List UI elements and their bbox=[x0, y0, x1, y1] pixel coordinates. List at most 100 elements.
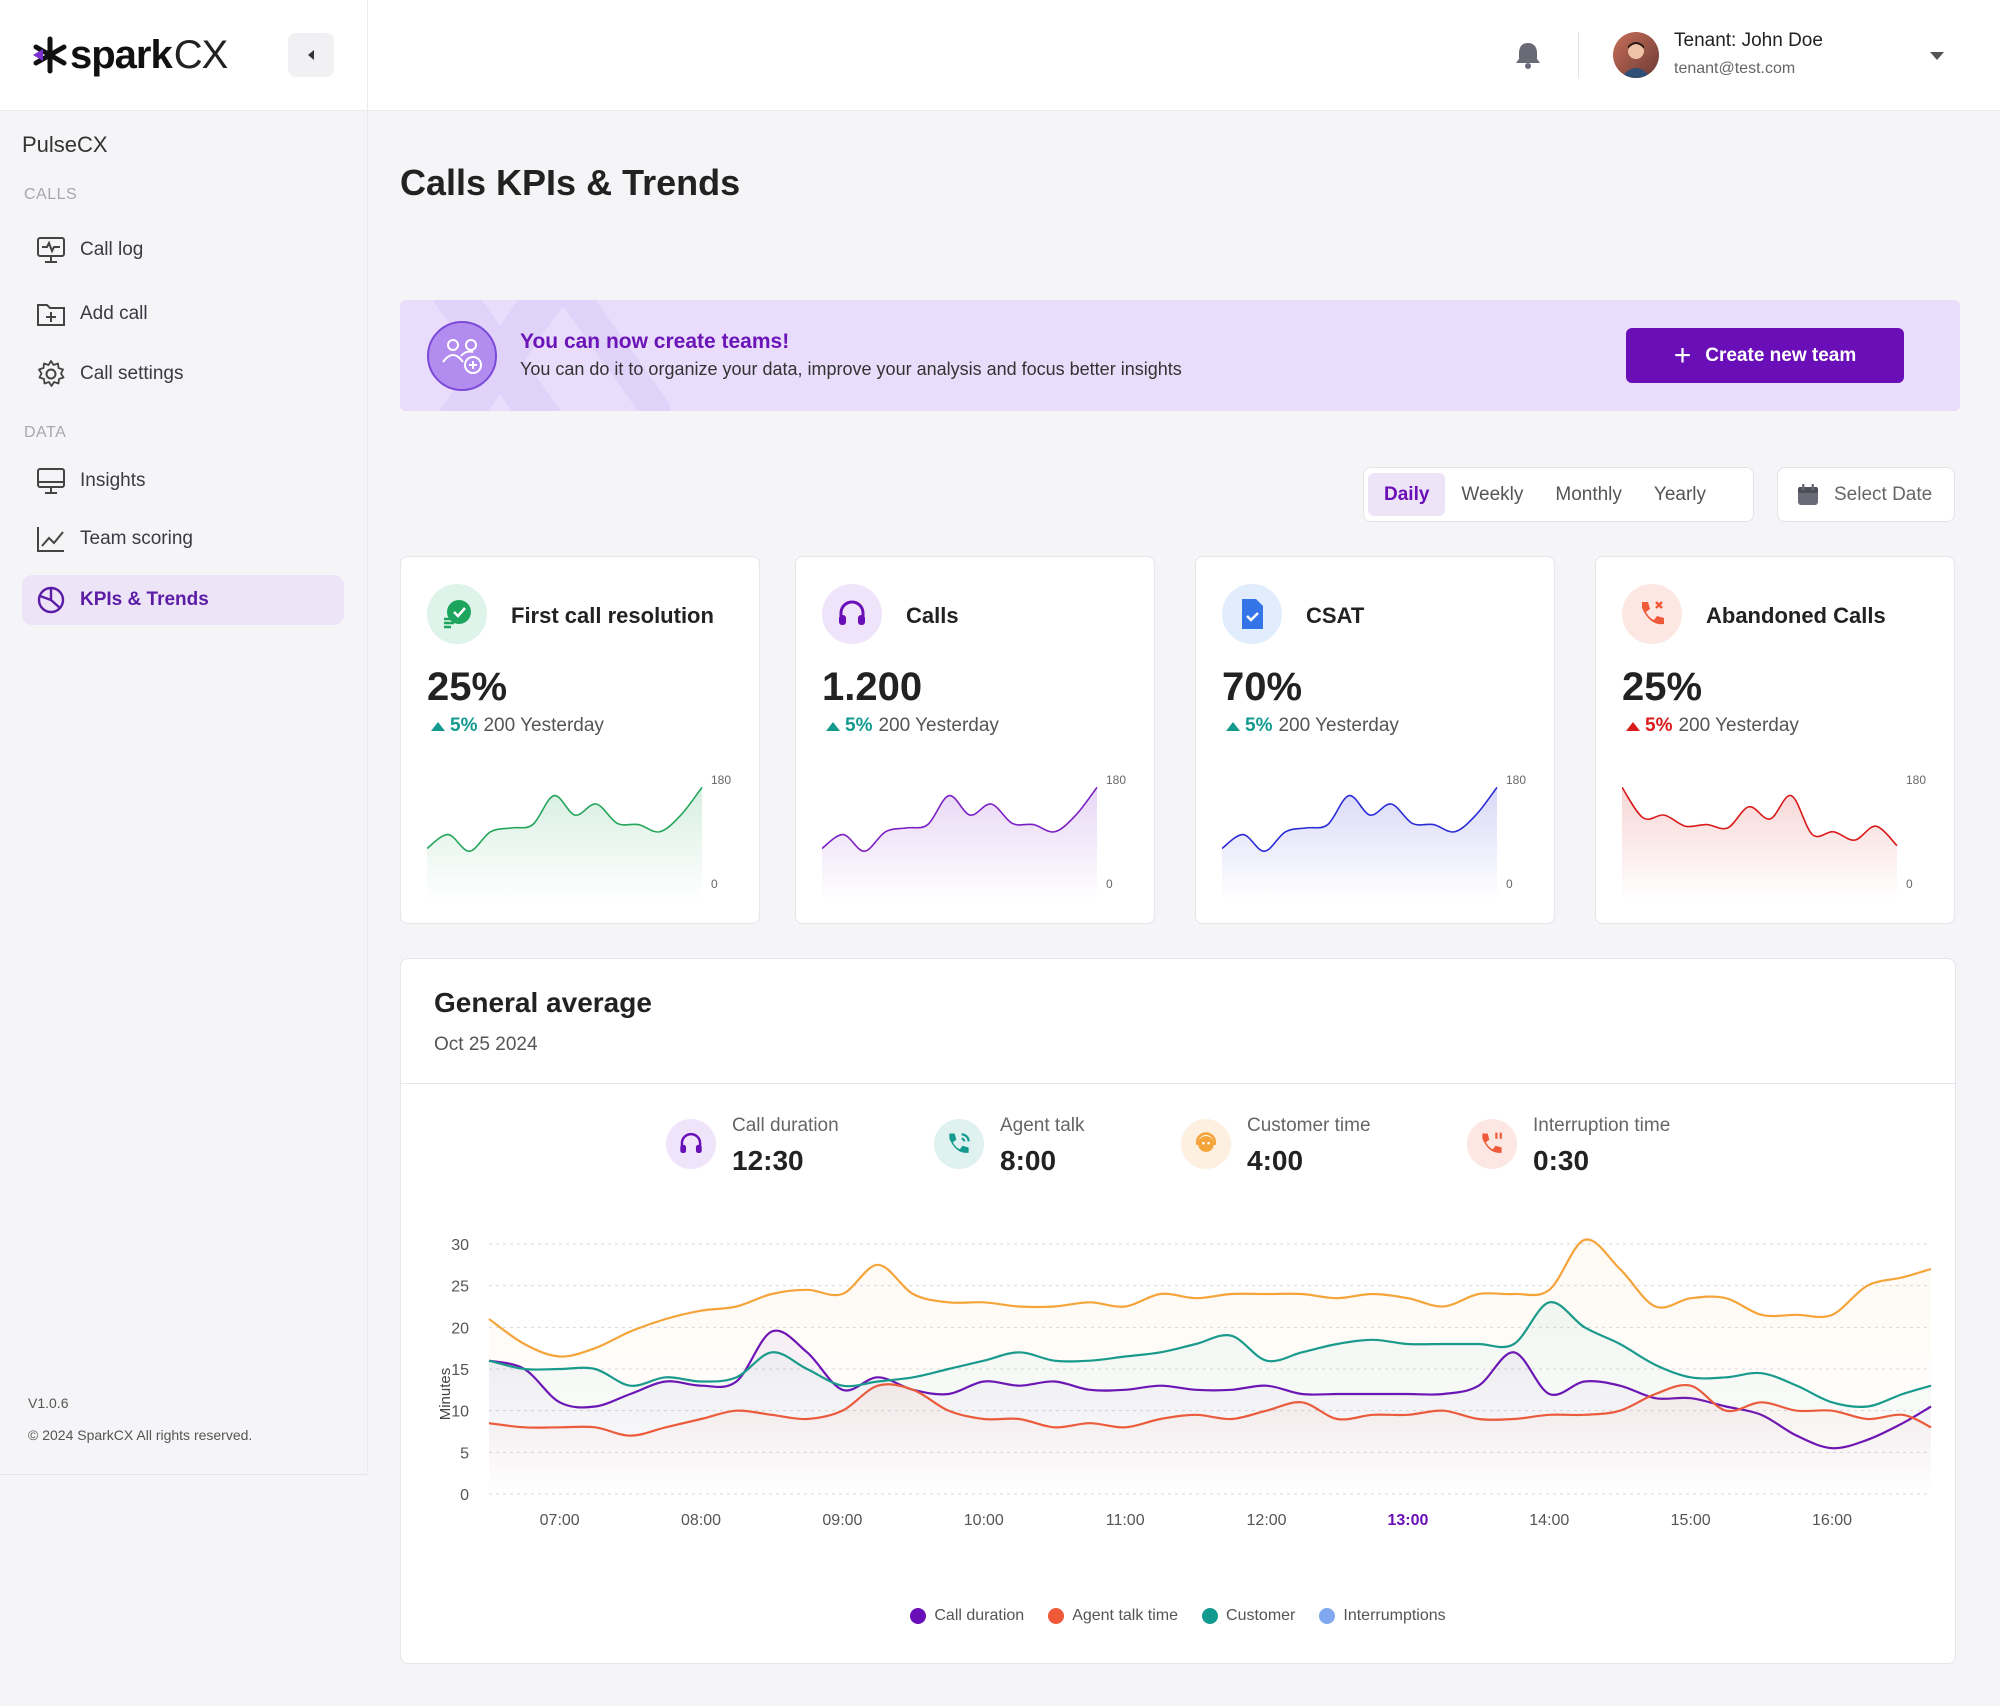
kpi-delta-pct: 5% bbox=[450, 715, 478, 736]
logo-mark-icon bbox=[33, 36, 67, 74]
series-line-interruptions bbox=[488, 1238, 1932, 1358]
monitor-pulse-icon bbox=[37, 237, 65, 263]
legend-dot bbox=[910, 1608, 927, 1624]
trend-up-icon bbox=[1626, 721, 1640, 731]
stat-label: Customer time bbox=[1247, 1115, 1371, 1136]
kpi-delta-note: 200 Yesterday bbox=[483, 715, 604, 736]
header-divider bbox=[1578, 32, 1579, 78]
logo-bar: spark CX bbox=[0, 0, 367, 111]
divider bbox=[401, 1083, 1955, 1084]
collapse-sidebar-button[interactable] bbox=[288, 33, 334, 77]
kpi-title: Abandoned Calls bbox=[1706, 603, 1886, 628]
sidebar-item-label: Insights bbox=[80, 470, 146, 491]
legend-item-call-duration[interactable]: Call duration bbox=[910, 1607, 1024, 1625]
y-tick-label: 20 bbox=[451, 1320, 469, 1337]
tab-yearly[interactable]: Yearly bbox=[1653, 483, 1707, 505]
avatar[interactable] bbox=[1613, 32, 1659, 78]
bell-icon[interactable] bbox=[1514, 40, 1542, 70]
banner-title: You can now create teams! bbox=[520, 330, 790, 353]
legend-label: Agent talk time bbox=[1072, 1607, 1179, 1624]
sidebar-item-label: Call settings bbox=[80, 363, 184, 384]
create-new-team-button[interactable]: + Create new team bbox=[1626, 328, 1904, 383]
y-tick-label: 10 bbox=[451, 1404, 469, 1421]
kpi-delta: 5% 200 Yesterday bbox=[431, 715, 604, 737]
section-label-calls: CALLS bbox=[24, 186, 78, 203]
phone-talk-icon bbox=[934, 1119, 984, 1169]
stat-label: Agent talk bbox=[1000, 1115, 1085, 1136]
tab-monthly[interactable]: Monthly bbox=[1555, 483, 1622, 505]
sidebar-item-team-scoring[interactable]: Team scoring bbox=[22, 514, 344, 564]
kpi-delta-pct: 5% bbox=[845, 715, 873, 736]
general-average-date: Oct 25 2024 bbox=[434, 1034, 538, 1055]
x-tick-label: 11:00 bbox=[1106, 1512, 1145, 1529]
legend-item-interruptions[interactable]: Interrumptions bbox=[1319, 1607, 1446, 1625]
kpi-sparkline bbox=[1622, 786, 1898, 901]
chart-legend: Call duration Agent talk time Customer I… bbox=[401, 1607, 1955, 1625]
y-tick-label: 5 bbox=[460, 1445, 469, 1462]
tab-weekly[interactable]: Weekly bbox=[1461, 483, 1524, 505]
kpi-sparkline bbox=[822, 786, 1098, 901]
chevron-down-icon[interactable] bbox=[1928, 50, 1946, 62]
kpi-value: 70% bbox=[1222, 665, 1303, 709]
kpi-axis-max: 180 bbox=[1106, 773, 1127, 787]
kpi-axis-min: 0 bbox=[1506, 877, 1513, 891]
page-title: Calls KPIs & Trends bbox=[400, 162, 741, 203]
folder-plus-icon bbox=[37, 304, 65, 326]
kpi-axis-min: 0 bbox=[1106, 877, 1113, 891]
avatar-person-icon bbox=[1621, 42, 1651, 78]
sparkline-area bbox=[1622, 787, 1897, 901]
org-name: PulseCX bbox=[22, 132, 108, 157]
sidebar-item-label: Call log bbox=[80, 239, 144, 260]
chevron-left-icon bbox=[308, 50, 314, 60]
legend-label: Customer bbox=[1226, 1607, 1296, 1624]
kpi-card-calls: Calls 1.200 5% 200 Yesterday 180 0 bbox=[795, 556, 1155, 924]
kpi-sparkline bbox=[1222, 786, 1498, 901]
stat-customer-time: Customer time 4:00 bbox=[1181, 1115, 1371, 1177]
sparkline-line bbox=[1222, 786, 1498, 853]
copyright-label: © 2024 SparkCX All rights reserved. bbox=[28, 1427, 253, 1443]
legend-label: Interrumptions bbox=[1343, 1607, 1446, 1624]
x-tick-label: 10:00 bbox=[964, 1512, 1004, 1529]
sidebar-item-kpis-trends[interactable]: KPIs & Trends bbox=[22, 575, 344, 625]
y-tick-label: 25 bbox=[451, 1279, 469, 1296]
trend-up-icon bbox=[826, 721, 840, 731]
x-tick-label: 14:00 bbox=[1529, 1512, 1569, 1529]
select-date-button[interactable]: Select Date bbox=[1777, 467, 1955, 522]
stat-label: Call duration bbox=[732, 1115, 839, 1136]
logo-cx-text: CX bbox=[173, 32, 229, 77]
kpi-title: First call resolution bbox=[511, 603, 714, 628]
y-axis-label: Minutes bbox=[437, 1368, 454, 1421]
legend-item-agent-talk-time[interactable]: Agent talk time bbox=[1048, 1607, 1178, 1625]
legend-dot bbox=[1048, 1608, 1065, 1624]
y-tick-label: 30 bbox=[451, 1237, 469, 1254]
kpi-value: 25% bbox=[1622, 665, 1703, 709]
tab-daily[interactable]: Daily bbox=[1368, 473, 1446, 516]
tenant-name[interactable]: Tenant: John Doe bbox=[1674, 30, 1823, 51]
stat-value: 0:30 bbox=[1533, 1145, 1590, 1176]
legend-dot bbox=[1319, 1608, 1336, 1624]
sidebar: spark CX PulseCX CALLS Call log Add call … bbox=[0, 0, 368, 1475]
kpi-title: CSAT bbox=[1306, 603, 1365, 628]
sidebar-item-add-call[interactable]: Add call bbox=[22, 289, 344, 339]
kpi-delta: 5% 200 Yesterday bbox=[1226, 715, 1399, 737]
x-tick-label: 09:00 bbox=[822, 1512, 862, 1529]
kpi-card-abandoned-calls: Abandoned Calls 25% 5% 200 Yesterday 180 … bbox=[1595, 556, 1955, 924]
kpi-value: 1.200 bbox=[822, 665, 923, 709]
kpi-title: Calls bbox=[906, 603, 959, 628]
sparkline-area bbox=[427, 787, 702, 901]
gear-icon bbox=[38, 360, 65, 387]
document-check-icon bbox=[1222, 584, 1282, 644]
sidebar-item-label: Team scoring bbox=[80, 528, 193, 549]
x-tick-label: 15:00 bbox=[1671, 1512, 1711, 1529]
sidebar-item-call-log[interactable]: Call log bbox=[22, 225, 344, 275]
version-label: V1.0.6 bbox=[28, 1395, 69, 1411]
sparkline-area bbox=[1222, 787, 1497, 901]
sidebar-item-insights[interactable]: Insights bbox=[22, 456, 344, 506]
logo: spark CX bbox=[30, 32, 229, 78]
sidebar-item-call-settings[interactable]: Call settings bbox=[22, 349, 344, 399]
headset-icon bbox=[666, 1119, 716, 1169]
phone-missed-icon bbox=[1622, 584, 1682, 644]
sidebar-item-label: Add call bbox=[80, 303, 148, 324]
monitor-icon bbox=[37, 468, 65, 494]
legend-item-customer[interactable]: Customer bbox=[1202, 1607, 1295, 1625]
